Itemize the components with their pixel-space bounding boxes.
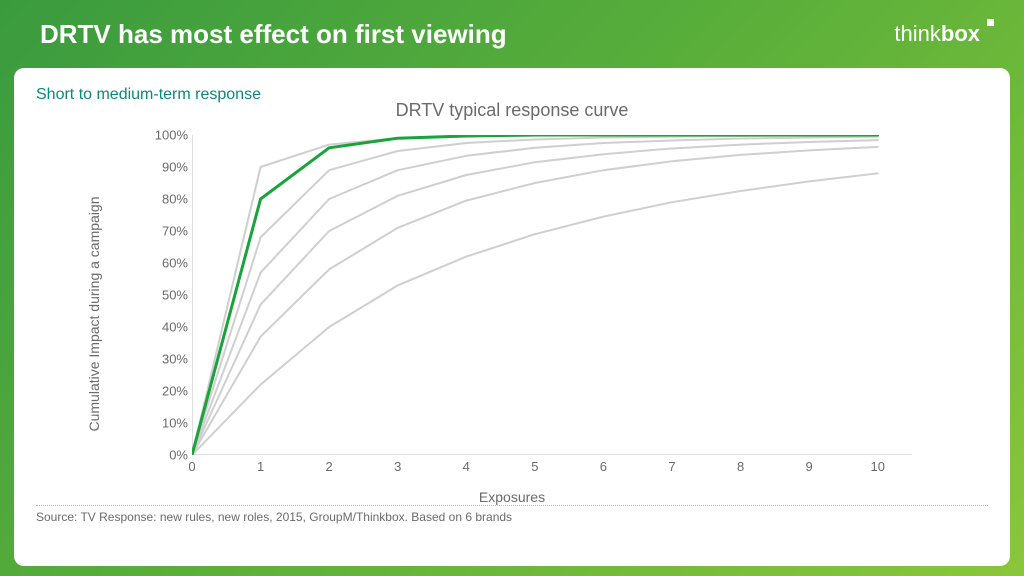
- plot-area: [192, 135, 912, 455]
- x-tick-label: 2: [326, 459, 333, 474]
- content-card: Short to medium-term response DRTV typic…: [14, 68, 1010, 566]
- y-axis-label: Cumulative Impact during a campaign: [86, 196, 102, 431]
- x-tick-label: 6: [600, 459, 607, 474]
- y-tick-label: 70%: [138, 224, 188, 239]
- thinkbox-logo: thinkbox: [894, 21, 994, 47]
- x-tick-label: 1: [257, 459, 264, 474]
- series-curve-g: [192, 173, 878, 455]
- y-tick-label: 40%: [138, 320, 188, 335]
- x-tick-label: 9: [806, 459, 813, 474]
- slide-title: DRTV has most effect on first viewing: [40, 19, 507, 50]
- x-axis-label: Exposures: [479, 489, 545, 505]
- chart: Cumulative Impact during a campaign Expo…: [102, 129, 922, 499]
- logo-square-icon: [987, 19, 994, 26]
- y-tick-label: 10%: [138, 416, 188, 431]
- y-tick-label: 90%: [138, 160, 188, 175]
- y-tick-label: 100%: [138, 128, 188, 143]
- series-curve-f: [192, 147, 878, 455]
- source-text: Source: TV Response: new rules, new role…: [36, 510, 988, 524]
- x-tick-label: 0: [188, 459, 195, 474]
- x-tick-label: 10: [870, 459, 884, 474]
- series-curve-d: [192, 137, 878, 455]
- logo-text-suffix: box: [941, 21, 980, 46]
- x-tick-label: 5: [531, 459, 538, 474]
- y-tick-label: 50%: [138, 288, 188, 303]
- y-tick-label: 60%: [138, 256, 188, 271]
- x-tick-label: 8: [737, 459, 744, 474]
- y-tick-label: 0%: [138, 448, 188, 463]
- y-tick-label: 80%: [138, 192, 188, 207]
- x-tick-label: 4: [463, 459, 470, 474]
- x-tick-label: 7: [668, 459, 675, 474]
- y-tick-label: 30%: [138, 352, 188, 367]
- x-tick-label: 3: [394, 459, 401, 474]
- logo-text-prefix: think: [894, 21, 940, 46]
- header: DRTV has most effect on first viewing th…: [0, 0, 1024, 68]
- chart-svg: [192, 135, 912, 455]
- source-divider: [36, 505, 988, 506]
- slide: DRTV has most effect on first viewing th…: [0, 0, 1024, 576]
- series-curve-e: [192, 140, 878, 455]
- y-tick-label: 20%: [138, 384, 188, 399]
